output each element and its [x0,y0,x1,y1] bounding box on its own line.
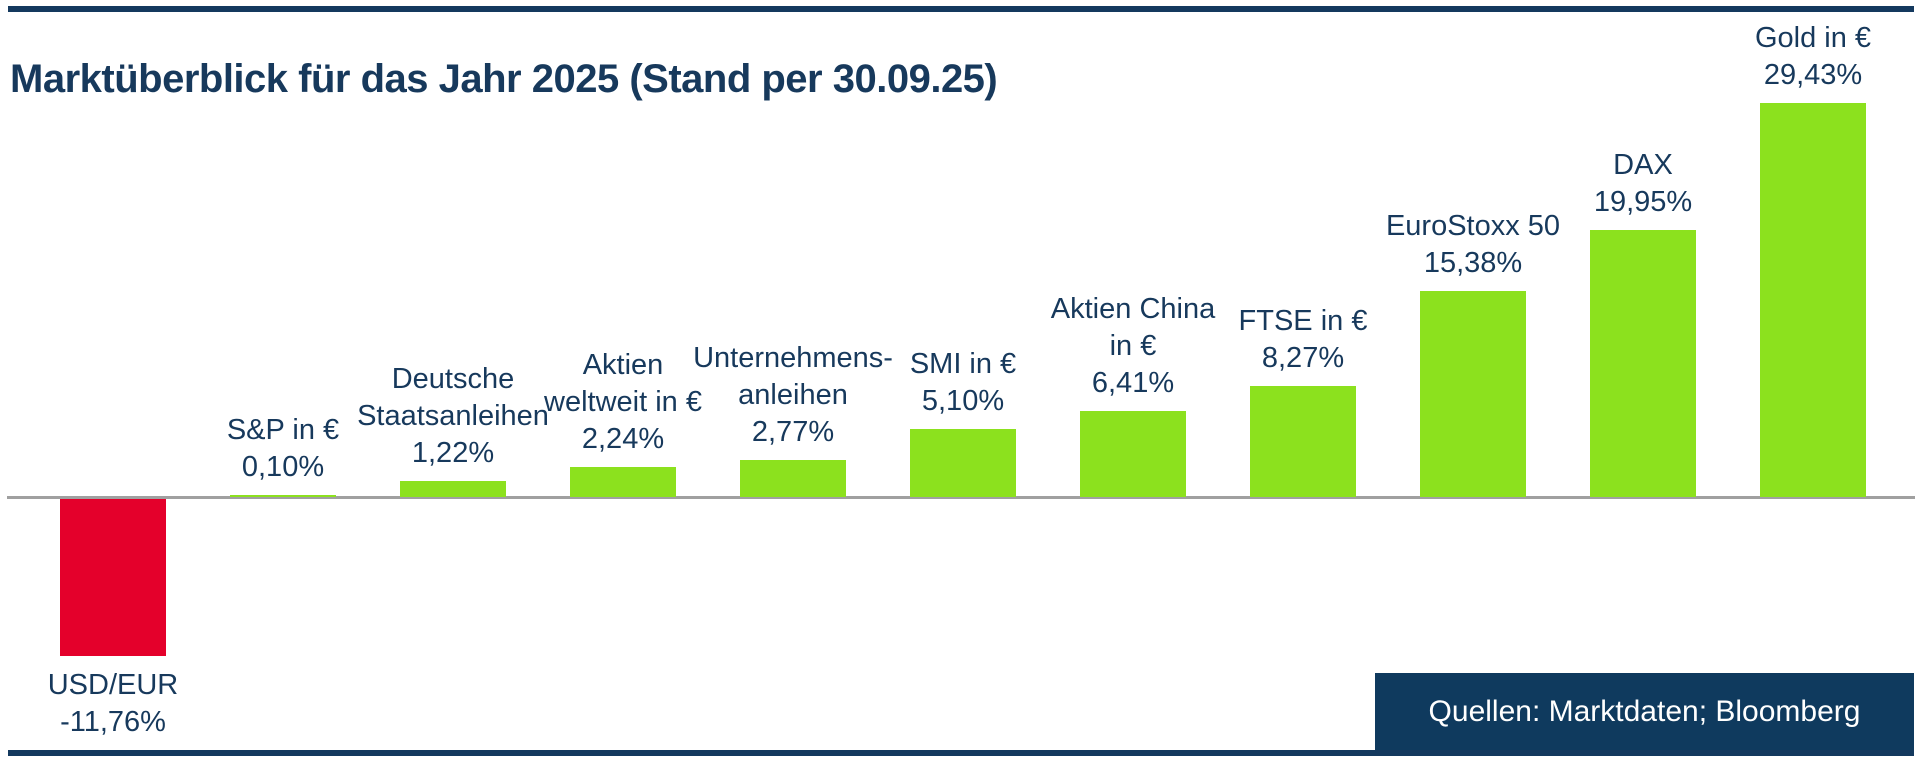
bar-gold-in-eur [1760,102,1866,497]
zero-axis-line [7,496,1915,499]
label-aktien-china: Aktien China in €6,41% [1050,293,1216,400]
bar-deutsche-staatsanleihen [400,480,506,497]
label-dax: DAX 19,95% [1593,148,1693,218]
bar-ftse-in-eur [1250,386,1356,497]
bar-unternehmensanleihen [740,459,846,497]
label-ftse-in-eur: FTSE in €8,27% [1238,305,1368,375]
top-divider-rule [8,6,1914,12]
bar-sp-in-eur [230,495,336,497]
bottom-divider-rule [8,750,1914,756]
source-text: Quellen: Marktdaten; Bloomberg [1428,694,1861,728]
label-gold-in-eur: Gold in €29,43% [1754,21,1872,91]
bar-aktien-china [1080,411,1186,497]
label-usd-eur: USD/EUR -11,76% [47,669,179,739]
label-unternehmensanleihen: Unternehmens-anleihen 2,77% [693,341,893,448]
label-eurostoxx-50: EuroStoxx 50 15,38% [1385,210,1561,280]
bar-smi-in-eur [910,428,1016,497]
source-attribution-box: Quellen: Marktdaten; Bloomberg [1375,673,1914,750]
label-sp-in-eur: S&P in €0,10% [226,414,340,483]
label-aktien-weltweit: Aktien weltweit in €2,24% [544,349,702,456]
bar-dax [1590,229,1696,497]
page-title: Marktüberblick für das Jahr 2025 (Stand … [10,56,998,101]
bar-usd-eur [60,499,166,657]
label-smi-in-eur: SMI in €5,10% [909,347,1017,417]
label-deutsche-staatsanleihen: Deutsche Staatsanleihen 1,22% [357,362,549,469]
bar-eurostoxx-50 [1420,291,1526,497]
bar-aktien-weltweit [570,467,676,497]
